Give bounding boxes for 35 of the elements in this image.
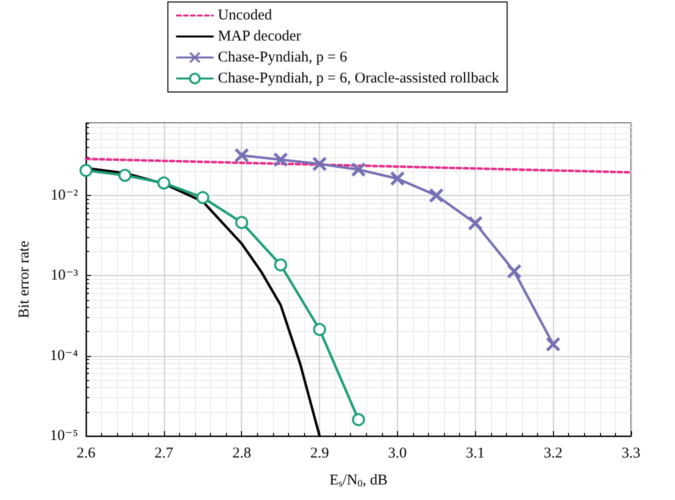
point: [80, 164, 92, 177]
point: [351, 162, 366, 178]
legend-label: Chase-Pyndiah, p = 6, Oracle-assisted rollback: [218, 70, 500, 86]
x-tick-label: 3.2: [544, 446, 563, 462]
point: [428, 188, 444, 203]
y-axis-title: Bit error rate: [16, 240, 32, 318]
point: [196, 191, 210, 204]
x-tick-label: 2.8: [232, 446, 252, 462]
point: [273, 152, 288, 168]
line-series: [84, 158, 632, 174]
y-tick-label: 10⁻⁵: [50, 428, 78, 444]
point: [118, 168, 132, 182]
point: [352, 413, 365, 426]
point: [274, 258, 288, 272]
legend-label: Chase-Pyndiah, p = 6: [218, 50, 348, 66]
x-tick-label: 2.9: [310, 446, 329, 462]
point: [506, 264, 522, 279]
legend-label: Uncoded: [218, 8, 272, 24]
point: [390, 171, 405, 186]
x-tick-label: 3.0: [388, 446, 407, 462]
x-tick-label: 3.3: [622, 446, 640, 462]
point: [234, 148, 250, 163]
legend-label: MAP decoder: [218, 28, 302, 44]
y-tick-label: 10⁻⁴: [50, 348, 78, 364]
y-tick-label: 10⁻³: [50, 268, 78, 284]
point: [312, 156, 328, 172]
x-tick-label: 2.7: [154, 446, 174, 462]
point: [157, 176, 170, 190]
point: [235, 216, 248, 229]
point: [313, 322, 326, 336]
x-tick-label: 2.6: [76, 446, 96, 462]
y-tick-label: 10⁻²: [50, 187, 78, 204]
point: [468, 216, 483, 231]
point: [546, 336, 561, 352]
x-tick-label: 3.1: [466, 446, 485, 462]
